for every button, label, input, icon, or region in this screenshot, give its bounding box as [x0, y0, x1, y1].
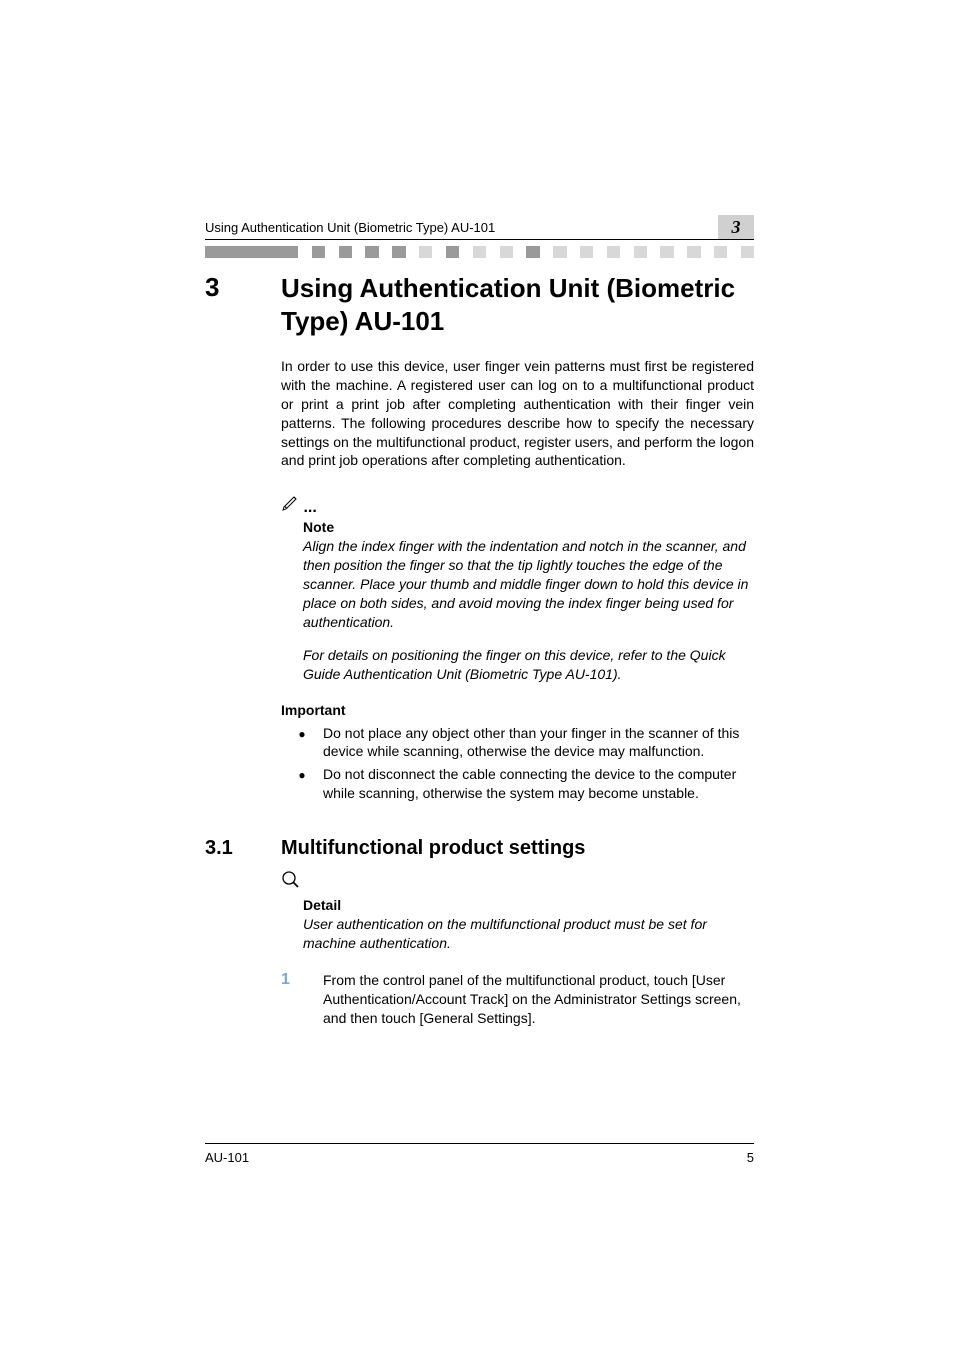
page-footer: AU-101 5	[205, 1143, 754, 1165]
footer-page-number: 5	[747, 1150, 754, 1165]
chapter-title: Using Authentication Unit (Biometric Typ…	[281, 272, 754, 337]
bullet-text: Do not disconnect the cable connecting t…	[323, 765, 754, 803]
footer-model: AU-101	[205, 1150, 249, 1165]
magnifier-icon	[281, 877, 301, 894]
note-label: Note	[303, 519, 754, 535]
step-text: From the control panel of the multifunct…	[323, 971, 754, 1028]
chapter-tab: 3	[718, 215, 754, 239]
bullet-item: ● Do not disconnect the cable connecting…	[281, 765, 754, 803]
step-number: 1	[281, 971, 323, 1028]
note-block: ... Note Align the index finger with the…	[281, 492, 754, 683]
content-area: 3 Using Authentication Unit (Biometric T…	[205, 272, 754, 1028]
step-row: 1 From the control panel of the multifun…	[281, 971, 754, 1028]
detail-label: Detail	[303, 897, 754, 913]
note-paragraph-1: Align the index finger with the indentat…	[303, 537, 754, 631]
chapter-number: 3	[205, 272, 281, 303]
running-header-text: Using Authentication Unit (Biometric Typ…	[205, 220, 495, 235]
page: Using Authentication Unit (Biometric Typ…	[0, 0, 954, 1350]
important-label: Important	[281, 702, 754, 718]
section-title: Multifunctional product settings	[281, 837, 585, 860]
pencil-icon: ...	[281, 492, 317, 517]
detail-block: Detail User authentication on the multif…	[281, 870, 754, 953]
section-number: 3.1	[205, 837, 281, 860]
bullet-icon: ●	[281, 724, 323, 762]
intro-paragraph: In order to use this device, user finger…	[281, 357, 754, 470]
bullet-item: ● Do not place any object other than you…	[281, 724, 754, 762]
detail-text: User authentication on the multifunction…	[303, 915, 754, 953]
section-heading: 3.1 Multifunctional product settings	[205, 837, 754, 860]
chapter-heading: 3 Using Authentication Unit (Biometric T…	[205, 272, 754, 337]
important-bullets: ● Do not place any object other than you…	[281, 724, 754, 804]
bullet-icon: ●	[281, 765, 323, 803]
note-paragraph-2: For details on positioning the finger on…	[303, 646, 754, 684]
running-header: Using Authentication Unit (Biometric Typ…	[205, 215, 754, 240]
bullet-text: Do not place any object other than your …	[323, 724, 754, 762]
section-separator	[205, 246, 754, 258]
